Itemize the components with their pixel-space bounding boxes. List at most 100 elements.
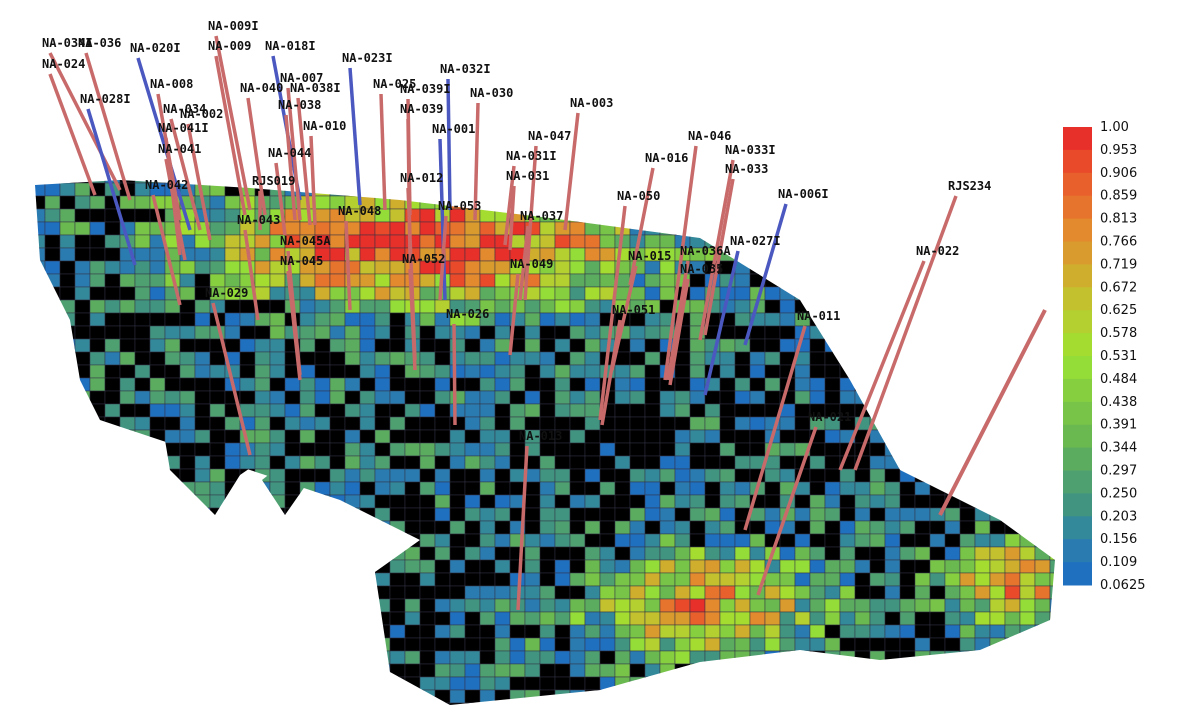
cell	[854, 650, 871, 665]
cell	[749, 325, 766, 340]
cell	[1049, 676, 1055, 691]
cell	[794, 559, 811, 574]
cell	[914, 468, 931, 483]
cell	[344, 702, 361, 705]
cell	[839, 520, 856, 535]
cell	[389, 559, 406, 574]
cell	[119, 351, 136, 366]
cell	[254, 351, 271, 366]
cell	[914, 312, 931, 327]
cell	[119, 481, 136, 496]
cell	[59, 611, 76, 626]
cell	[134, 546, 151, 561]
cell	[914, 195, 931, 210]
cell	[359, 455, 376, 470]
cell	[254, 481, 271, 496]
cell	[929, 403, 946, 418]
cell	[809, 494, 826, 509]
cell	[59, 442, 76, 457]
cell	[1004, 611, 1021, 626]
cell	[869, 650, 886, 665]
cell	[674, 598, 691, 613]
cell	[404, 416, 421, 431]
cell	[374, 676, 391, 691]
cell	[914, 624, 931, 639]
cell	[944, 702, 961, 705]
cell	[899, 689, 916, 704]
cell	[239, 377, 256, 392]
cell	[509, 676, 526, 691]
cell	[74, 455, 91, 470]
cell	[989, 416, 1006, 431]
cell	[389, 403, 406, 418]
cell	[239, 494, 256, 509]
cell	[749, 611, 766, 626]
cell	[179, 585, 196, 600]
cell	[89, 247, 106, 262]
cell	[914, 598, 931, 613]
cell	[899, 520, 916, 535]
cell	[599, 637, 616, 652]
cell	[899, 208, 916, 223]
cell	[134, 624, 151, 639]
cell	[719, 338, 736, 353]
cell	[35, 299, 46, 314]
cell	[974, 663, 991, 678]
cell	[464, 351, 481, 366]
cell	[254, 585, 271, 600]
cell	[44, 611, 61, 626]
cell	[644, 273, 661, 288]
well-label: NA-032I	[440, 62, 491, 76]
cell	[1049, 195, 1055, 210]
cell	[329, 234, 346, 249]
cell	[824, 325, 841, 340]
cell	[749, 689, 766, 704]
cell	[539, 286, 556, 301]
well-label: NA-011	[797, 309, 840, 323]
cell	[1034, 364, 1051, 379]
cell	[284, 585, 301, 600]
cell	[149, 572, 166, 587]
cell	[119, 585, 136, 600]
cell	[584, 572, 601, 587]
cell	[89, 260, 106, 275]
cell	[374, 637, 391, 652]
cell	[854, 312, 871, 327]
cell	[899, 351, 916, 366]
cell	[389, 702, 406, 705]
colorbar-label: 0.859	[1100, 189, 1137, 204]
cell	[284, 598, 301, 613]
cell	[419, 286, 436, 301]
cell	[44, 624, 61, 639]
cell	[134, 299, 151, 314]
cell	[1049, 546, 1055, 561]
cell	[104, 598, 121, 613]
cell	[194, 572, 211, 587]
cell	[1004, 416, 1021, 431]
cell	[944, 637, 961, 652]
cell	[284, 377, 301, 392]
cell	[959, 637, 976, 652]
cell	[464, 260, 481, 275]
cell	[644, 676, 661, 691]
cell	[419, 377, 436, 392]
cell	[1019, 221, 1036, 236]
cell	[314, 364, 331, 379]
cell	[269, 624, 286, 639]
cell	[389, 676, 406, 691]
cell	[989, 637, 1006, 652]
cell	[824, 260, 841, 275]
cell	[389, 624, 406, 639]
cell	[929, 312, 946, 327]
cell	[569, 273, 586, 288]
cell	[554, 247, 571, 262]
cell	[1004, 221, 1021, 236]
cell	[134, 468, 151, 483]
cell	[74, 403, 91, 418]
cell	[449, 546, 466, 561]
cell	[59, 325, 76, 340]
cell	[344, 585, 361, 600]
cell	[449, 572, 466, 587]
cell	[434, 572, 451, 587]
cell	[689, 429, 706, 444]
